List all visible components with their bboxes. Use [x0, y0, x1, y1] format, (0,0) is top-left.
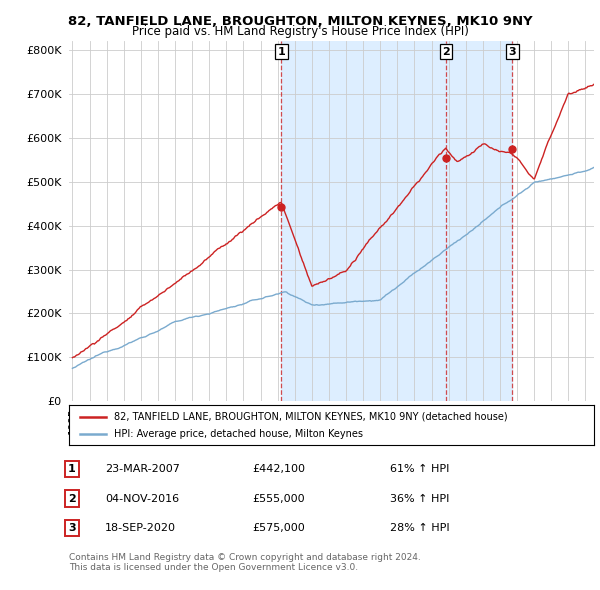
Text: This data is licensed under the Open Government Licence v3.0.: This data is licensed under the Open Gov…: [69, 563, 358, 572]
Text: 82, TANFIELD LANE, BROUGHTON, MILTON KEYNES, MK10 9NY (detached house): 82, TANFIELD LANE, BROUGHTON, MILTON KEY…: [113, 412, 507, 422]
Text: 23-MAR-2007: 23-MAR-2007: [105, 464, 180, 474]
Text: HPI: Average price, detached house, Milton Keynes: HPI: Average price, detached house, Milt…: [113, 429, 362, 439]
Text: £442,100: £442,100: [252, 464, 305, 474]
Text: 61% ↑ HPI: 61% ↑ HPI: [390, 464, 449, 474]
Text: 82, TANFIELD LANE, BROUGHTON, MILTON KEYNES, MK10 9NY: 82, TANFIELD LANE, BROUGHTON, MILTON KEY…: [68, 15, 532, 28]
Text: 1: 1: [278, 47, 285, 57]
Text: 3: 3: [508, 47, 516, 57]
Text: 04-NOV-2016: 04-NOV-2016: [105, 494, 179, 503]
Text: 18-SEP-2020: 18-SEP-2020: [105, 523, 176, 533]
Text: 2: 2: [442, 47, 450, 57]
Text: Contains HM Land Registry data © Crown copyright and database right 2024.: Contains HM Land Registry data © Crown c…: [69, 553, 421, 562]
Text: 1: 1: [68, 464, 76, 474]
Text: Price paid vs. HM Land Registry's House Price Index (HPI): Price paid vs. HM Land Registry's House …: [131, 25, 469, 38]
Text: 36% ↑ HPI: 36% ↑ HPI: [390, 494, 449, 503]
Text: £555,000: £555,000: [252, 494, 305, 503]
Text: 3: 3: [68, 523, 76, 533]
Text: 28% ↑ HPI: 28% ↑ HPI: [390, 523, 449, 533]
Text: £575,000: £575,000: [252, 523, 305, 533]
Bar: [281, 41, 512, 401]
Text: 2: 2: [68, 494, 76, 503]
